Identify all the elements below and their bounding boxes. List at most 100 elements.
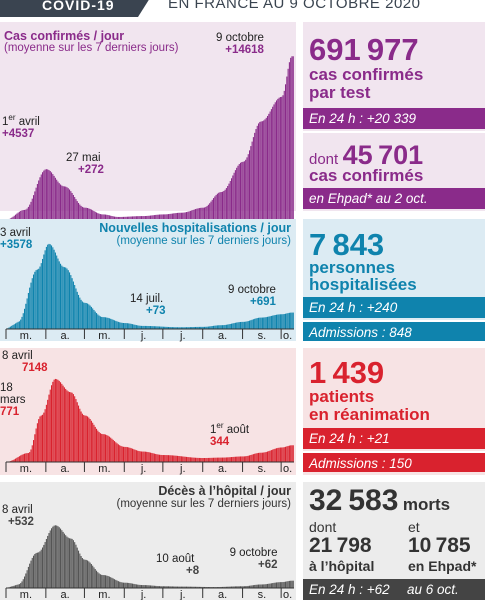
icu-bar — [240, 456, 242, 462]
icu-total-text2: en réanimation — [309, 405, 430, 424]
cases-bar — [85, 207, 87, 220]
deaths-bar — [134, 584, 136, 588]
deaths-total-unit: morts — [402, 495, 451, 514]
icu-bar — [135, 450, 137, 462]
deaths-bar — [51, 528, 53, 588]
deaths-bar — [146, 585, 148, 588]
cases-bar — [157, 214, 159, 220]
icu-bar — [102, 434, 104, 462]
hosp-bar — [286, 313, 288, 329]
cases-bar — [287, 68, 289, 220]
icu-bar — [228, 457, 230, 462]
deaths-bar — [71, 538, 73, 588]
hosp-bar — [146, 325, 148, 329]
icu-bar — [258, 452, 260, 462]
icu-bar — [222, 457, 224, 462]
cases-bar — [263, 120, 265, 220]
hosp-bar — [216, 325, 218, 329]
icu-total-text1: patients — [309, 387, 375, 406]
cases-bar — [205, 206, 207, 220]
deaths-bar — [273, 582, 275, 588]
icu-bar — [17, 457, 19, 462]
icu-bar — [121, 446, 123, 462]
icu-low-value: 344 — [210, 435, 230, 448]
cases-bar — [228, 183, 230, 220]
hosp-bar — [17, 321, 19, 329]
hosp-month-label: o. — [283, 330, 292, 342]
cases-bar — [174, 213, 176, 220]
hosp-bar — [130, 323, 132, 329]
hosp-bar — [76, 291, 78, 329]
cases-bar — [60, 184, 62, 220]
hosp-bar — [193, 326, 195, 329]
icu-bar — [276, 448, 278, 462]
icu-bar — [97, 430, 99, 462]
cases-low-annotation: 27 mai +272 — [66, 152, 104, 176]
cases-bar — [132, 216, 134, 220]
hosp-bar — [162, 326, 164, 329]
icu-bar — [47, 399, 49, 462]
deaths-bar — [200, 586, 202, 588]
icu-month-label: m. — [98, 463, 110, 475]
icu-bar — [125, 446, 127, 462]
hosp-bar — [188, 327, 190, 329]
hosp-bar — [63, 267, 65, 329]
cases-bar — [110, 215, 112, 220]
deaths-last-date: 9 octobre — [229, 547, 278, 559]
cases-bar — [183, 212, 185, 220]
cases-bar — [279, 97, 281, 220]
icu-bar — [101, 433, 103, 462]
icu-bar — [63, 387, 65, 462]
hosp-bar — [177, 327, 179, 329]
icu-bar — [93, 424, 95, 462]
hosp-last-date: 9 octobre — [228, 284, 276, 296]
icu-bar — [279, 447, 281, 462]
deaths-bar — [33, 555, 35, 588]
icu-bar — [150, 452, 152, 462]
cases-bar — [256, 125, 258, 220]
cases-bar — [169, 213, 171, 220]
cases-bar — [270, 109, 272, 220]
icu-bar — [246, 456, 248, 462]
hosp-bar — [88, 304, 90, 329]
deaths-low-annotation: 10 août +8 — [156, 553, 199, 577]
deaths-bar — [58, 527, 60, 588]
cases-bar — [251, 141, 253, 220]
cases-bar — [56, 179, 58, 220]
cases-bar — [209, 203, 211, 220]
deaths-bar — [135, 584, 137, 588]
icu-bar — [18, 456, 20, 462]
hosp-bar — [173, 327, 175, 329]
deaths-bar — [9, 586, 11, 588]
cases-bar — [63, 186, 65, 220]
hosp-bar — [251, 319, 253, 329]
hosp-bar — [223, 325, 225, 329]
hosp-bar — [47, 244, 49, 329]
icu-bar — [232, 456, 234, 462]
deaths-bar — [88, 561, 90, 588]
deaths-ehpad-text: en Ehpad* — [408, 558, 477, 574]
deaths-bar — [18, 584, 20, 588]
cases-bar — [142, 216, 144, 220]
icu-start-annotation: 18 mars 771 — [0, 382, 26, 418]
hosp-bar — [232, 323, 234, 329]
icu-bar — [129, 447, 131, 462]
icu-bar — [218, 457, 220, 462]
cases-bar — [255, 129, 257, 220]
deaths-bar — [245, 586, 247, 588]
hosp-bar — [75, 288, 77, 329]
hosp-bar — [67, 270, 69, 329]
hosp-bar — [219, 325, 221, 329]
icu-bar — [76, 402, 78, 462]
cases-bar — [137, 216, 139, 220]
icu-bar — [69, 392, 71, 462]
cases-bar — [274, 102, 276, 220]
cases-bar — [273, 104, 275, 220]
deaths-bar — [155, 585, 157, 588]
deaths-bar — [173, 586, 175, 588]
cases-bar — [177, 212, 179, 220]
hosp-bar — [269, 316, 271, 329]
cases-bar — [139, 216, 141, 220]
cases-bar — [166, 214, 168, 220]
